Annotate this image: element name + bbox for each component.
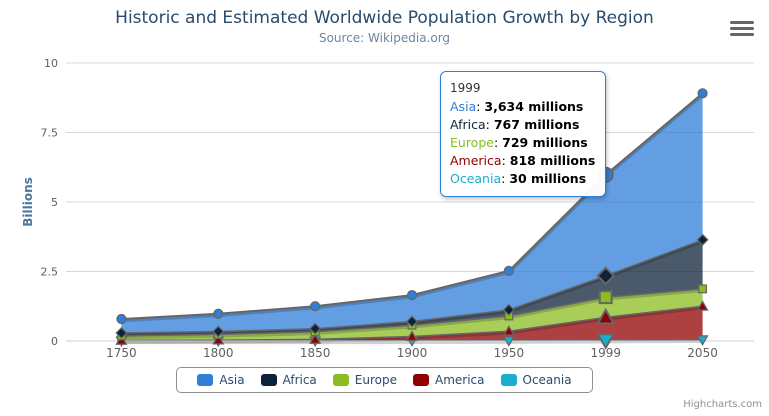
legend-item-asia[interactable]: Asia (197, 373, 245, 387)
chart-subtitle: Source: Wikipedia.org (318, 31, 451, 45)
hamburger-icon (730, 21, 754, 24)
marker-africa-1950[interactable] (502, 303, 515, 316)
chart-title: Historic and Estimated Worldwide Populat… (115, 8, 654, 28)
legend-item-oceania[interactable]: Oceania (500, 373, 572, 387)
x-axis-label: 1750 (106, 346, 137, 360)
marker-america-1950[interactable] (502, 324, 515, 336)
marker-asia-1950[interactable] (503, 265, 514, 277)
marker-america-1900[interactable] (405, 330, 419, 341)
legend-swatch-africa (260, 374, 277, 386)
marker-asia-1850[interactable] (310, 301, 321, 312)
area-america (121, 306, 703, 341)
marker-africa-1800[interactable] (212, 325, 225, 338)
marker-asia-1800[interactable] (213, 308, 224, 319)
marker-europe-2050[interactable] (698, 284, 708, 294)
area-asia (121, 93, 703, 333)
legend-item-europe[interactable]: Europe (332, 373, 397, 387)
legend-box: Asia Africa Europe America Oceania (176, 367, 593, 393)
area-africa (121, 239, 703, 336)
legend-label: Africa (282, 373, 317, 387)
legend-swatch-oceania (500, 374, 517, 386)
x-axis-label: 1950 (494, 346, 525, 360)
tooltip-header: 1999 (450, 81, 481, 95)
tooltip: 1999 Asia: 3,634 millions Africa: 767 mil… (440, 71, 607, 197)
marker-oceania-1950[interactable] (502, 336, 515, 347)
legend-swatch-europe (332, 374, 349, 386)
x-axis-label: 1850 (300, 346, 331, 360)
y-axis-label: 5 (51, 196, 58, 209)
marker-america-1999[interactable] (596, 307, 616, 325)
legend-swatch-asia (197, 374, 214, 386)
marker-asia-1750[interactable] (116, 313, 127, 325)
marker-oceania-2050[interactable] (696, 335, 709, 346)
tooltip-row-america: America: 818 millions (450, 153, 596, 168)
legend: Asia Africa Europe America Oceania (0, 367, 769, 393)
marker-america-2050[interactable] (696, 300, 709, 311)
marker-europe-1999[interactable] (598, 290, 613, 305)
tooltip-row-europe: Europe: 729 millions (450, 135, 588, 150)
legend-item-africa[interactable]: Africa (260, 373, 317, 387)
tooltip-row-asia: Asia: 3,634 millions (450, 99, 584, 114)
legend-label: Oceania (522, 373, 572, 387)
tooltip-row-oceania: Oceania: 30 millions (450, 171, 587, 186)
marker-africa-1999[interactable] (596, 266, 616, 286)
hamburger-icon (730, 27, 754, 30)
marker-america-1850[interactable] (309, 333, 322, 344)
y-axis-label: 2.5 (41, 266, 59, 279)
hamburger-icon (730, 33, 754, 36)
x-axis-label: 1800 (203, 346, 234, 360)
credits-link[interactable]: Highcharts.com (683, 399, 762, 410)
legend-label: Europe (354, 373, 397, 387)
export-menu-button[interactable] (730, 21, 754, 37)
marker-africa-2050[interactable] (696, 233, 709, 246)
legend-swatch-america (413, 374, 429, 386)
x-axis-label: 1999 (590, 346, 621, 360)
y-axis-label: 10 (44, 57, 58, 70)
marker-africa-1750[interactable] (115, 326, 128, 340)
marker-asia-2050[interactable] (697, 88, 708, 99)
legend-label: Asia (219, 373, 245, 387)
x-axis-label: 1900 (397, 346, 428, 360)
marker-oceania-1999[interactable] (596, 333, 616, 350)
marker-africa-1900[interactable] (405, 315, 419, 328)
x-axis-label: 2050 (687, 346, 718, 360)
legend-item-america[interactable]: America (413, 373, 485, 387)
tooltip-row-africa: Africa: 767 millions (450, 117, 580, 132)
marker-america-1800[interactable] (212, 333, 225, 345)
y-axis-label: 0 (51, 335, 58, 348)
marker-asia-1900[interactable] (406, 290, 418, 301)
y-axis-label: 7.5 (41, 127, 59, 140)
marker-africa-1850[interactable] (309, 322, 322, 335)
legend-label: America (435, 373, 485, 387)
